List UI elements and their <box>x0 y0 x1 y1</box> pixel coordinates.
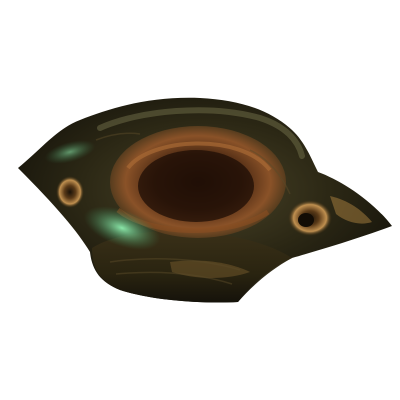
bowl-inner-shadow <box>138 150 254 222</box>
knot-left <box>56 176 84 208</box>
knot-right-core <box>298 213 314 227</box>
tan-patch-lower <box>170 260 250 278</box>
rim-highlight <box>97 107 305 159</box>
bowl-rim-glow <box>126 141 272 172</box>
green-highlight <box>83 206 161 250</box>
texture-streaks <box>95 132 291 285</box>
tan-patch-right <box>330 196 372 224</box>
green-highlight-upper <box>44 140 96 164</box>
